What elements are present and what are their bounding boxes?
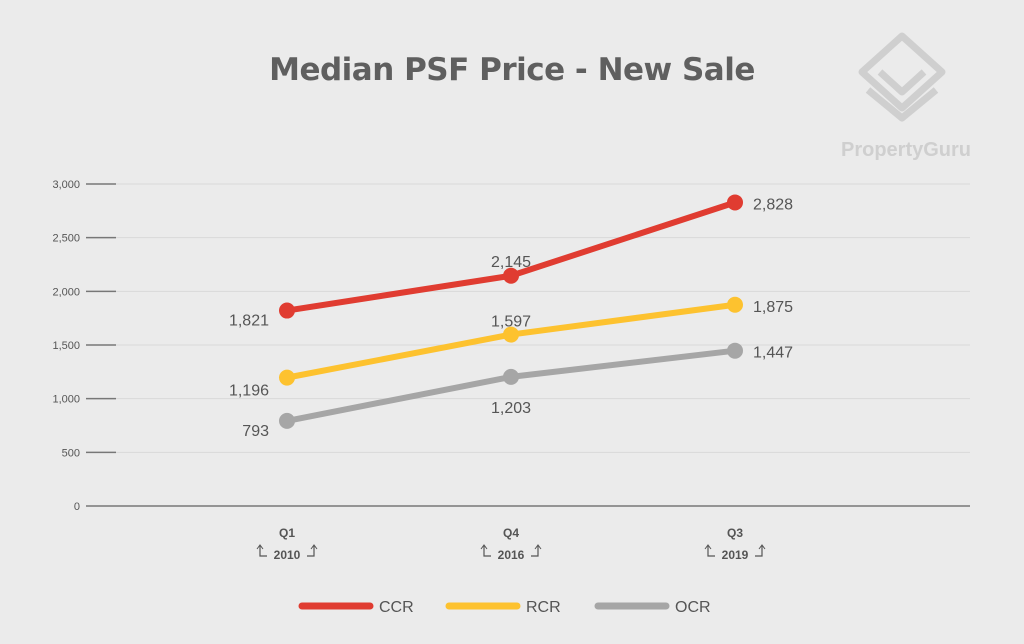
year-bracket-right [531, 546, 539, 557]
legend-label-ccr: CCR [379, 599, 414, 616]
data-label-ocr: 793 [242, 423, 269, 440]
y-tick-label: 2,500 [52, 233, 80, 245]
x-tick-quarter: Q3 [727, 526, 743, 540]
y-axis-ticks: 0 500 1,000 1,500 2,000 2,500 3,000 [52, 179, 80, 513]
legend-label-rcr: RCR [526, 599, 561, 616]
x-tick-year: 2010 [274, 548, 301, 562]
data-point-ccr [503, 267, 519, 284]
year-bracket-arrow [758, 544, 766, 550]
data-label-rcr: 1,875 [753, 299, 793, 316]
year-bracket-right [307, 546, 315, 557]
year-bracket-arrow [310, 544, 318, 550]
year-bracket-arrow [534, 544, 542, 550]
chart-title: Median PSF Price - New Sale [269, 52, 755, 88]
data-label-rcr: 1,597 [491, 314, 531, 331]
data-label-rcr: 1,196 [229, 383, 269, 400]
year-bracket-arrow [704, 544, 712, 550]
data-label-ocr: 1,203 [491, 400, 531, 417]
y-tick-label: 1,000 [52, 394, 80, 406]
data-label-ccr: 2,828 [753, 196, 793, 213]
data-point-ocr [503, 368, 519, 385]
year-bracket-right [755, 546, 763, 557]
year-bracket-left [483, 546, 491, 557]
data-labels: 1,821 2,145 2,828 1,196 1,597 1,875 793 1,203 1,… [229, 196, 793, 439]
propertyguru-logo-icon [858, 32, 946, 122]
data-point-ccr [279, 302, 295, 319]
x-tick-quarter: Q4 [503, 526, 519, 540]
year-bracket-arrow [480, 544, 488, 550]
year-bracket-arrow [256, 544, 264, 550]
data-label-ocr: 1,447 [753, 345, 793, 362]
data-point-rcr [727, 296, 743, 313]
y-tick-label: 0 [74, 501, 80, 513]
y-tick-label: 1,500 [52, 340, 80, 352]
legend-label-ocr: OCR [675, 599, 711, 616]
data-point-rcr [279, 369, 295, 386]
data-label-ccr: 1,821 [229, 313, 269, 330]
year-bracket-left [707, 546, 715, 557]
y-tick-label: 3,000 [52, 179, 80, 191]
x-tick-year: 2019 [722, 548, 749, 562]
legend: CCR RCR OCR [298, 599, 711, 616]
x-axis-ticks: Q1 2010 Q4 2016 Q3 2019 [256, 526, 766, 562]
logo-text: PropertyGuru [841, 139, 971, 161]
data-point-ocr [279, 412, 295, 429]
data-label-ccr: 2,145 [491, 254, 531, 271]
data-point-rcr [503, 326, 519, 343]
year-bracket-left [259, 546, 267, 557]
x-tick-year: 2016 [498, 548, 525, 562]
y-tick-label: 500 [62, 447, 80, 459]
y-tick-label: 2,000 [52, 286, 80, 298]
grid-layer [86, 183, 970, 507]
data-point-ocr [727, 342, 743, 359]
series-layer [279, 194, 743, 429]
x-tick-quarter: Q1 [279, 526, 295, 540]
data-point-ccr [727, 194, 743, 211]
